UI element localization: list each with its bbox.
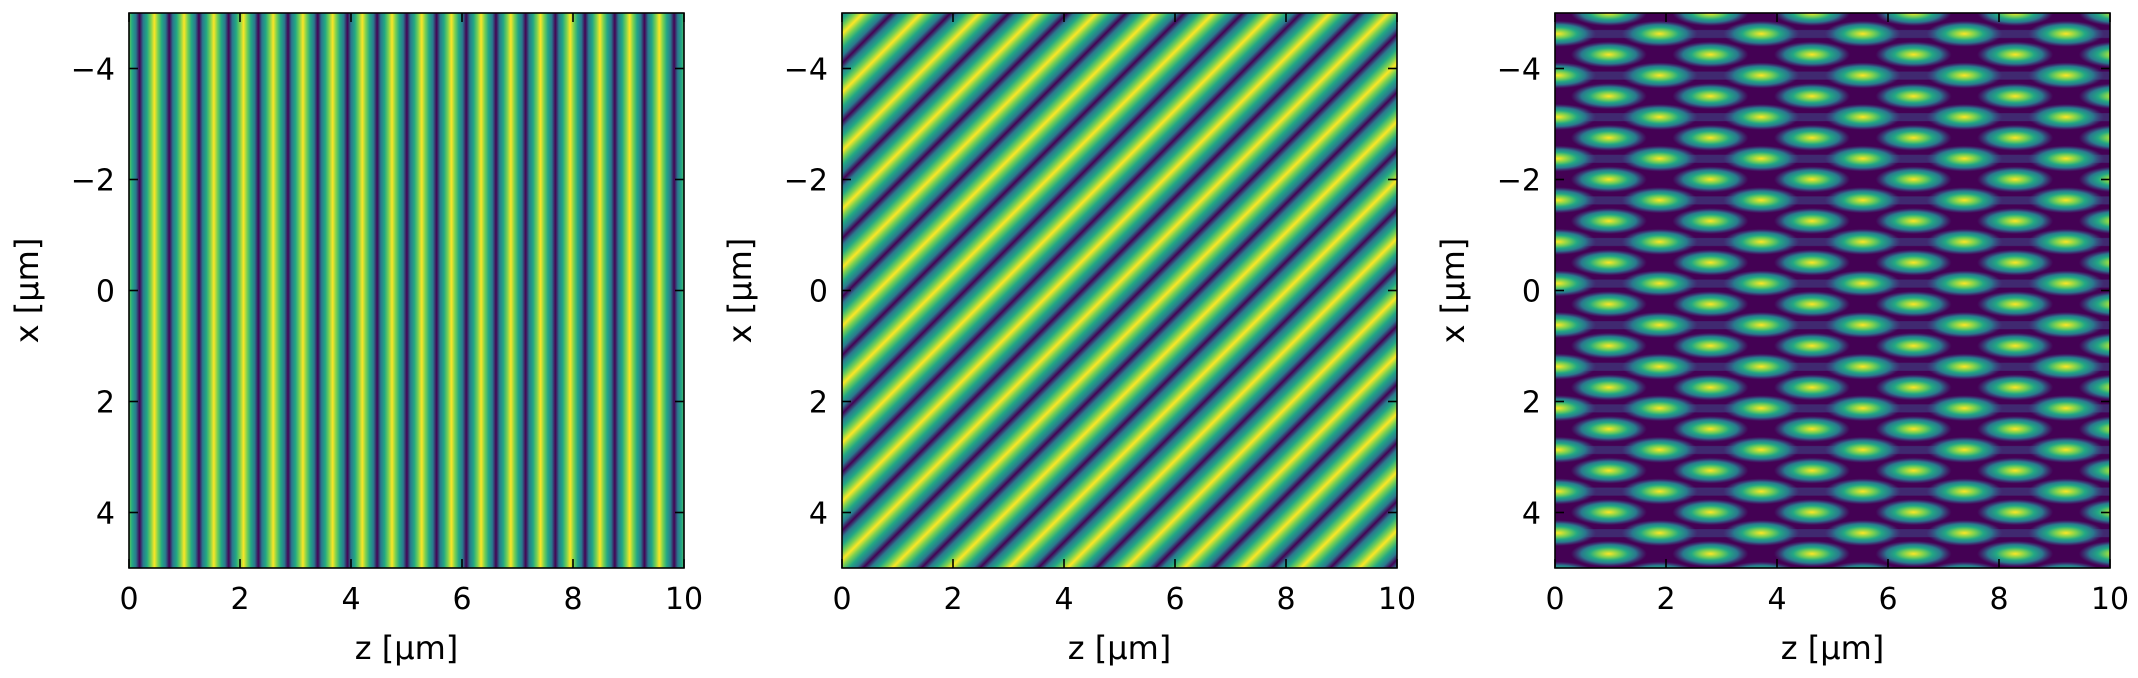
y-axis-label: x [µm]	[721, 238, 759, 344]
heatmap-image	[1555, 13, 2110, 568]
y-tick-label: −2	[784, 164, 828, 199]
x-axis-label: z [µm]	[355, 629, 458, 667]
y-tick-label: 0	[96, 275, 115, 310]
y-tick-label: 4	[809, 497, 828, 532]
x-tick-label: 8	[1276, 582, 1295, 617]
x-axis-label: z [µm]	[1781, 629, 1884, 667]
y-axis-label: x [µm]	[8, 238, 46, 344]
x-tick-label: 0	[832, 582, 851, 617]
x-tick-label: 10	[1378, 582, 1416, 617]
x-tick-label: 4	[1767, 582, 1786, 617]
x-tick-label: 6	[1878, 582, 1897, 617]
ticks	[128, 13, 685, 568]
x-tick-label: 0	[1545, 582, 1564, 617]
x-tick-label: 2	[943, 582, 962, 617]
x-tick-label: 4	[1054, 582, 1073, 617]
x-tick-label: 8	[563, 582, 582, 617]
x-tick-label: 10	[665, 582, 703, 617]
y-tick-label: 2	[1522, 386, 1541, 421]
heatmap-image	[842, 13, 1397, 568]
x-tick-label: 2	[230, 582, 249, 617]
y-tick-label: 0	[1522, 275, 1541, 310]
y-tick-label: 2	[809, 386, 828, 421]
x-tick-label: 6	[1165, 582, 1184, 617]
x-axis-label: z [µm]	[1068, 629, 1171, 667]
x-tick-label: 8	[1989, 582, 2008, 617]
panel-diagonal-fringes: 0 2 4 6 8 10 −4 −2 0 2 4 z [µm] x [µm]	[721, 12, 1416, 667]
y-tick-label: 4	[96, 497, 115, 532]
x-tick-label: 4	[341, 582, 360, 617]
panel-interference-lattice: 0 2 4 6 8 10 −4 −2 0 2 4 z [µm] x [µm]	[1434, 12, 2129, 667]
x-tick-label: 0	[119, 582, 138, 617]
panel-vertical-fringes: 0 2 4 6 8 10 −4 −2 0 2 4 z [µm] x [µm]	[8, 12, 703, 667]
y-tick-label: −4	[1497, 53, 1541, 88]
y-tick-label: −4	[71, 53, 115, 88]
ticks	[841, 13, 1398, 568]
ticks	[1554, 13, 2111, 568]
x-tick-label: 10	[2091, 582, 2129, 617]
y-tick-label: 4	[1522, 497, 1541, 532]
y-tick-label: −4	[784, 53, 828, 88]
y-tick-label: 2	[96, 386, 115, 421]
y-tick-label: 0	[809, 275, 828, 310]
y-tick-label: −2	[71, 164, 115, 199]
y-tick-label: −2	[1497, 164, 1541, 199]
y-axis-label: x [µm]	[1434, 238, 1472, 344]
heatmap-image	[129, 13, 684, 568]
x-tick-label: 6	[452, 582, 471, 617]
x-tick-label: 2	[1656, 582, 1675, 617]
